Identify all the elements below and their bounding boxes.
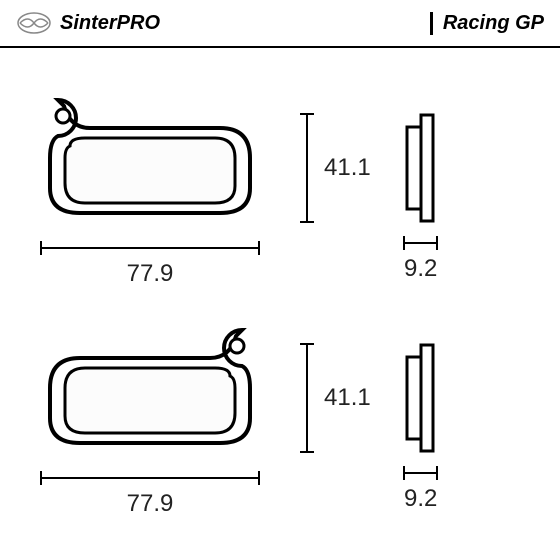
pad-side-view-2: 9.2: [401, 343, 441, 513]
width-label-2: 77.9: [127, 490, 174, 518]
pad-front-view-2: 77.9: [30, 308, 270, 518]
width-dimension-2: [40, 466, 260, 490]
width-label-1: 77.9: [127, 260, 174, 288]
brake-pad-shape-2: [30, 308, 270, 458]
brand-name: SinterPRO: [60, 12, 160, 35]
pad-row-1: 77.9 41.1 9.2: [30, 78, 530, 288]
thickness-indicator-2: [403, 461, 438, 485]
height-dimension-group-2: 41.1: [300, 343, 371, 453]
pad-row-2: 77.9 41.1 9.2: [30, 308, 530, 518]
header: SinterPRO Racing GP: [0, 0, 560, 48]
brand-block: SinterPRO: [16, 11, 160, 35]
thickness-label-2: 9.2: [404, 485, 437, 513]
thickness-indicator-1: [403, 231, 438, 255]
product-line: Racing GP: [430, 12, 544, 35]
width-dimension-1: [40, 236, 260, 260]
height-indicator-1: [300, 113, 314, 223]
pad-front-view-1: 77.9: [30, 78, 270, 288]
thickness-label-1: 9.2: [404, 255, 437, 283]
height-label-2: 41.1: [324, 384, 371, 412]
height-indicator-2: [300, 343, 314, 453]
brand-logo-icon: [16, 11, 52, 35]
height-label-1: 41.1: [324, 154, 371, 182]
brake-pad-shape-1: [30, 78, 270, 228]
side-profile-1: [401, 113, 441, 223]
height-dimension-group-1: 41.1: [300, 113, 371, 223]
pad-side-view-1: 9.2: [401, 113, 441, 283]
diagram-content: 77.9 41.1 9.2: [0, 48, 560, 558]
side-profile-2: [401, 343, 441, 453]
